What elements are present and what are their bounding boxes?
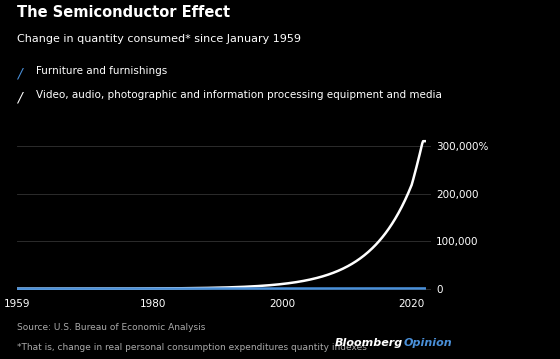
Text: Source: U.S. Bureau of Economic Analysis: Source: U.S. Bureau of Economic Analysis [17,323,205,332]
Text: /: / [17,90,21,104]
Text: Opinion: Opinion [403,338,452,348]
Text: *That is, change in real personal consumption expenditures quantity indexes: *That is, change in real personal consum… [17,343,367,352]
Text: /: / [17,66,21,80]
Text: Change in quantity consumed* since January 1959: Change in quantity consumed* since Janua… [17,34,301,44]
Text: Furniture and furnishings: Furniture and furnishings [36,66,167,76]
Text: Video, audio, photographic and information processing equipment and media: Video, audio, photographic and informati… [36,90,442,101]
Text: The Semiconductor Effect: The Semiconductor Effect [17,5,230,20]
Text: Bloomberg: Bloomberg [335,338,403,348]
